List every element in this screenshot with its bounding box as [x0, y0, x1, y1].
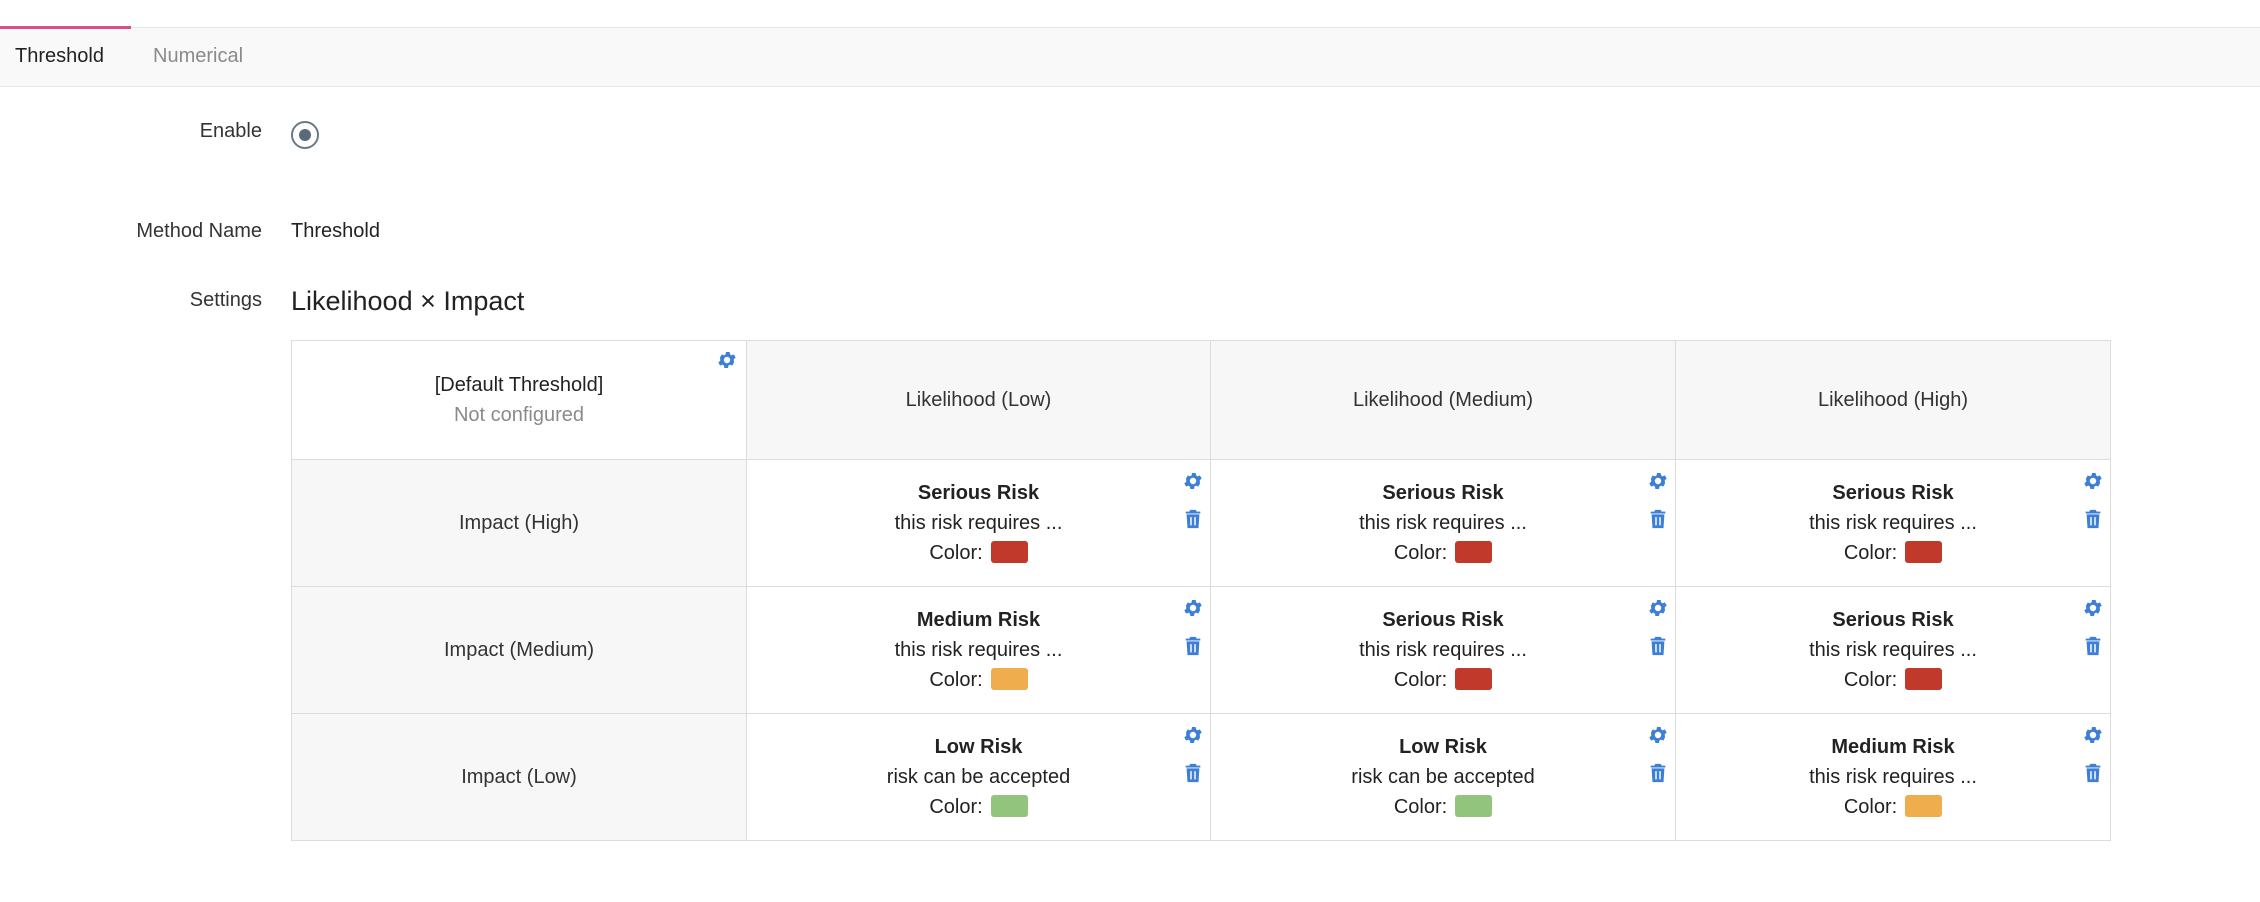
risk-description: risk can be accepted — [886, 766, 1071, 788]
risk-color-row: Color: — [1676, 538, 2110, 568]
color-swatch — [1455, 541, 1493, 563]
color-swatch — [1455, 795, 1493, 817]
risk-color-label: Color: — [1843, 669, 1898, 691]
settings-label: Settings — [189, 289, 262, 311]
row-header: Impact (Low) — [291, 713, 747, 841]
color-swatch — [990, 668, 1028, 690]
trash-icon[interactable] — [1182, 762, 1204, 784]
tab-numerical-label: Numerical — [153, 45, 244, 67]
gear-icon[interactable] — [1647, 470, 1669, 492]
risk-cell: Low Risk risk can be accepted Color: — [1210, 713, 1676, 841]
risk-name: Medium Risk — [1831, 736, 1955, 758]
risk-name: Serious Risk — [1382, 609, 1504, 631]
gear-icon[interactable] — [1182, 470, 1204, 492]
risk-description: this risk requires ... — [894, 512, 1063, 534]
gear-icon[interactable] — [1182, 597, 1204, 619]
color-swatch — [990, 541, 1028, 563]
risk-description: this risk requires ... — [1809, 639, 1977, 661]
trash-icon[interactable] — [2082, 762, 2104, 784]
risk-cell: Serious Risk this risk requires ... Color: — [1675, 459, 2111, 587]
risk-color-row: Color: — [1676, 792, 2110, 822]
trash-icon[interactable] — [1647, 762, 1669, 784]
risk-color-label: Color: — [1393, 669, 1448, 691]
risk-color-row: Color: — [747, 792, 1210, 822]
risk-color-label: Color: — [929, 542, 983, 564]
matrix-row: Impact (Medium) Medium Risk this risk requ… — [291, 586, 2111, 714]
tab-bar: Threshold Numerical — [0, 26, 2260, 87]
gear-icon[interactable] — [1647, 724, 1669, 746]
row-header: Impact (High) — [291, 459, 747, 587]
risk-matrix: [Default Threshold] Not configured Likel… — [291, 340, 2111, 841]
trash-icon[interactable] — [1182, 635, 1204, 657]
default-threshold-title: [Default Threshold] — [434, 374, 604, 396]
risk-name: Serious Risk — [917, 482, 1040, 504]
risk-name: Low Risk — [1399, 736, 1487, 758]
risk-color-label: Color: — [1393, 796, 1448, 818]
risk-cell: Serious Risk this risk requires ... Color: — [1210, 459, 1676, 587]
risk-color-row: Color: — [1211, 792, 1675, 822]
risk-cell: Serious Risk this risk requires ... Color: — [746, 459, 1211, 587]
risk-cell: Low Risk risk can be accepted Color: — [746, 713, 1211, 841]
matrix-row: Impact (High) Serious Risk this risk requi… — [291, 459, 2111, 587]
risk-description: this risk requires ... — [1359, 512, 1527, 534]
tab-threshold-label: Threshold — [15, 45, 104, 67]
risk-description: this risk requires ... — [894, 639, 1063, 661]
default-threshold-status: Not configured — [453, 404, 585, 426]
risk-cell: Serious Risk this risk requires ... Color: — [1210, 586, 1676, 714]
gear-icon[interactable] — [1182, 724, 1204, 746]
risk-color-row: Color: — [1676, 665, 2110, 695]
risk-name: Medium Risk — [916, 609, 1041, 631]
risk-name: Serious Risk — [1382, 482, 1504, 504]
trash-icon[interactable] — [1647, 508, 1669, 530]
risk-color-label: Color: — [1843, 796, 1898, 818]
color-swatch — [1905, 541, 1943, 563]
risk-color-label: Color: — [1393, 542, 1448, 564]
risk-color-label: Color: — [1843, 542, 1898, 564]
enable-label: Enable — [199, 120, 262, 142]
trash-icon[interactable] — [2082, 508, 2104, 530]
default-threshold-cell: [Default Threshold] Not configured — [291, 340, 747, 460]
trash-icon[interactable] — [2082, 635, 2104, 657]
risk-color-label: Color: — [929, 669, 983, 691]
matrix-row: Impact (Low) Low Risk risk can be accepted… — [291, 713, 2111, 841]
risk-color-row: Color: — [1211, 538, 1675, 568]
risk-description: this risk requires ... — [1809, 766, 1977, 788]
column-header-likelihood-medium: Likelihood (Medium) — [1210, 340, 1676, 460]
color-swatch — [1905, 795, 1943, 817]
trash-icon[interactable] — [1647, 635, 1669, 657]
risk-cell: Medium Risk this risk requires ... Color: — [1675, 713, 2111, 841]
risk-description: risk can be accepted — [1351, 766, 1535, 788]
gear-icon[interactable] — [1647, 597, 1669, 619]
color-swatch — [1905, 668, 1943, 690]
risk-color-row: Color: — [1211, 665, 1675, 695]
color-swatch — [990, 795, 1028, 817]
risk-cell: Serious Risk this risk requires ... Color: — [1675, 586, 2111, 714]
gear-icon[interactable] — [2082, 597, 2104, 619]
matrix-header-row: [Default Threshold] Not configured Likel… — [291, 340, 2111, 460]
tab-numerical[interactable]: Numerical — [153, 28, 243, 86]
tab-threshold[interactable]: Threshold — [15, 28, 104, 86]
column-header-likelihood-high: Likelihood (High) — [1675, 340, 2111, 460]
method-name-label: Method Name — [136, 220, 262, 242]
row-header: Impact (Medium) — [291, 586, 747, 714]
risk-color-row: Color: — [747, 538, 1210, 568]
method-name-value: Threshold — [291, 220, 380, 242]
risk-description: this risk requires ... — [1809, 512, 1977, 534]
risk-color-row: Color: — [747, 665, 1210, 695]
gear-icon[interactable] — [2082, 724, 2104, 746]
risk-name: Serious Risk — [1832, 482, 1954, 504]
risk-name: Low Risk — [934, 736, 1023, 758]
color-swatch — [1455, 668, 1493, 690]
active-tab-indicator — [0, 26, 131, 29]
column-header-likelihood-low: Likelihood (Low) — [746, 340, 1211, 460]
gear-icon[interactable] — [2082, 470, 2104, 492]
trash-icon[interactable] — [1182, 508, 1204, 530]
risk-name: Serious Risk — [1832, 609, 1954, 631]
settings-title: Likelihood × Impact — [291, 286, 525, 316]
risk-color-label: Color: — [929, 796, 983, 818]
gear-icon[interactable] — [716, 349, 738, 371]
risk-cell: Medium Risk this risk requires ... Color: — [746, 586, 1211, 714]
risk-description: this risk requires ... — [1359, 639, 1527, 661]
enable-radio[interactable] — [291, 121, 319, 149]
